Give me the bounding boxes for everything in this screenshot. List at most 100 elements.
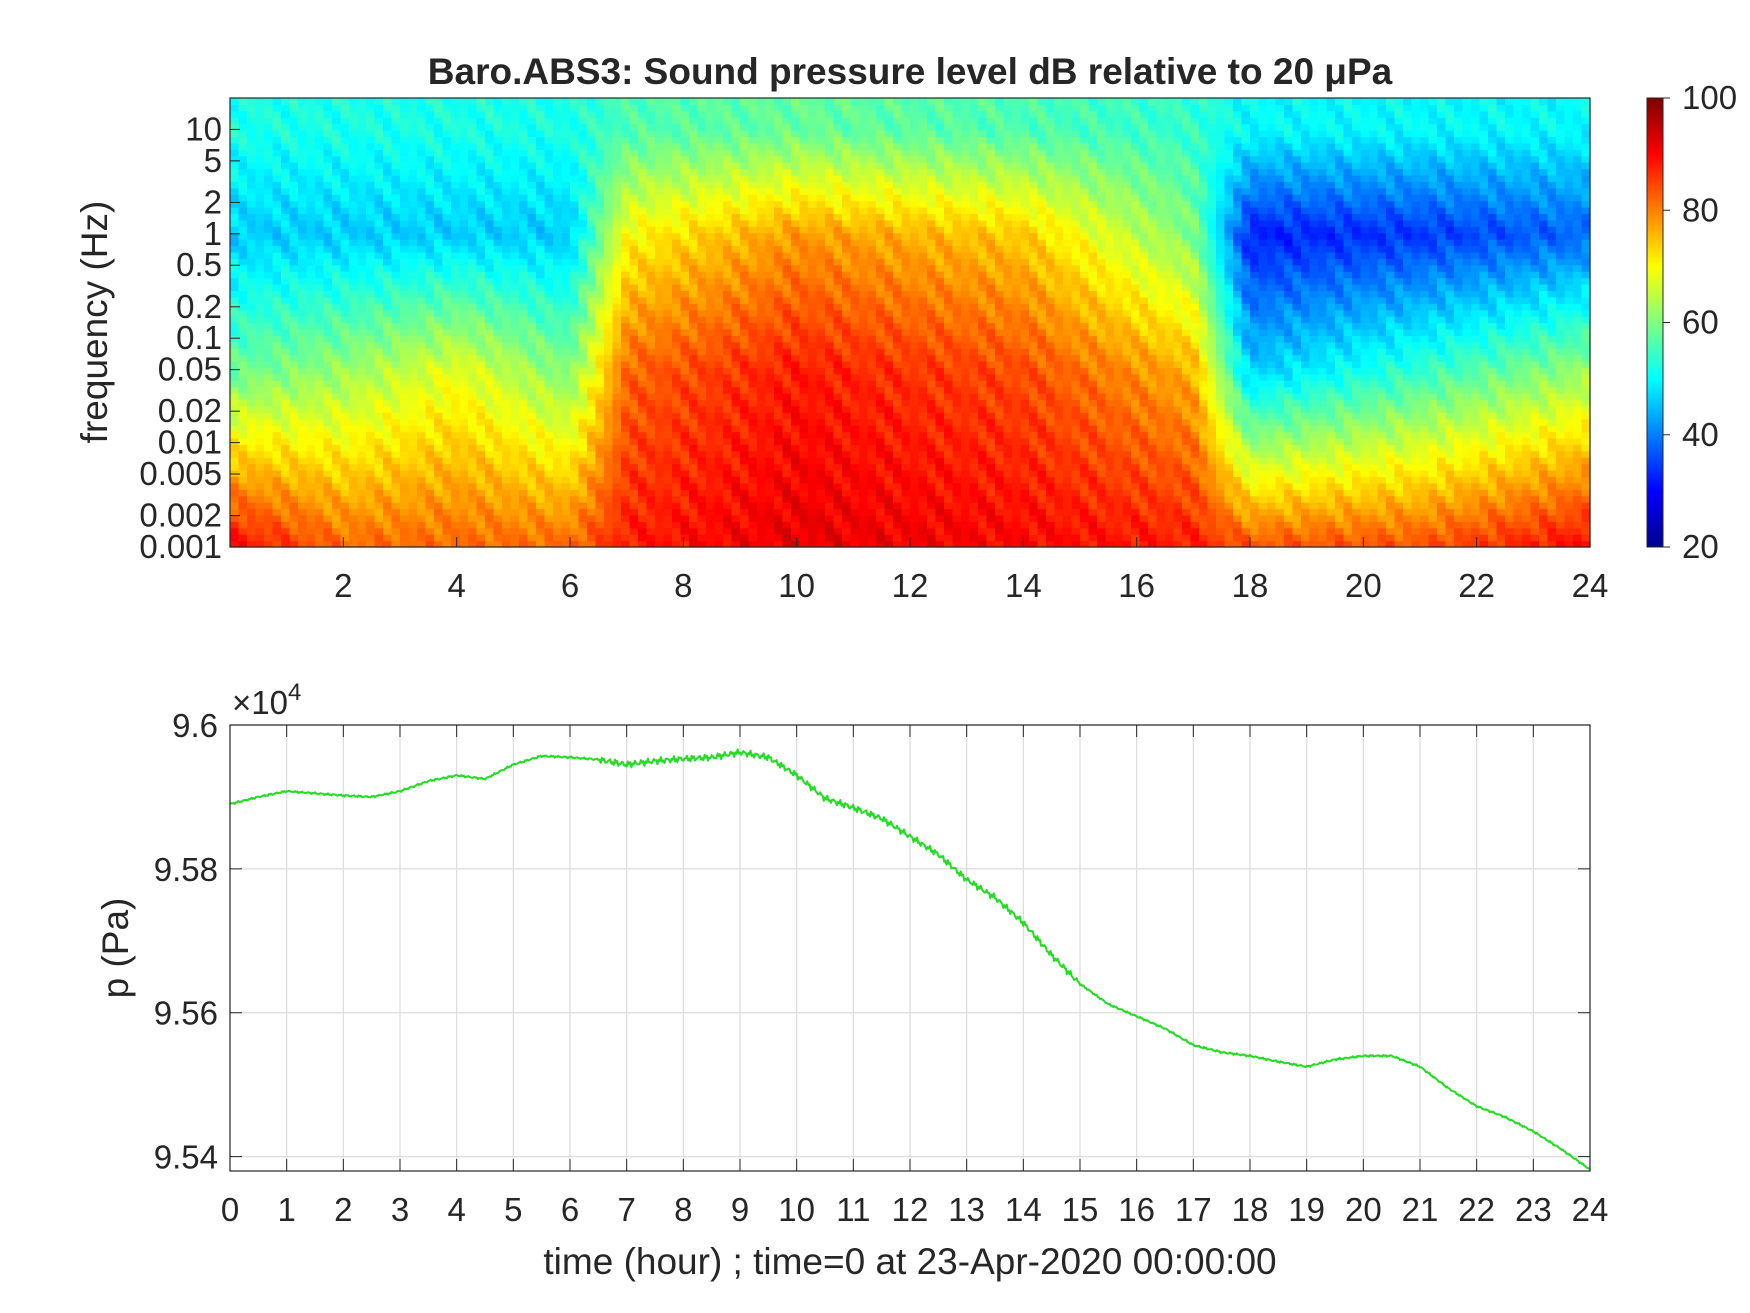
heatmap-cell: [417, 277, 427, 285]
heatmap-cell: [264, 367, 274, 375]
heatmap-cell: [612, 174, 622, 182]
heatmap-cell: [604, 213, 614, 221]
heatmap-cell: [578, 264, 588, 272]
heatmap-cell: [476, 412, 486, 420]
heatmap-cell: [791, 335, 801, 343]
heatmap-cell: [417, 168, 427, 176]
heatmap-cell: [570, 277, 580, 285]
heatmap-cell: [663, 219, 673, 227]
heatmap-cell: [799, 290, 809, 298]
heatmap-cell: [264, 521, 274, 529]
heatmap-cell: [799, 174, 809, 182]
heatmap-cell: [366, 348, 376, 356]
heatmap-cell: [230, 450, 240, 458]
heatmap-cell: [561, 162, 571, 170]
heatmap-cell: [519, 354, 529, 362]
heatmap-cell: [510, 521, 520, 529]
heatmap-cell: [238, 534, 248, 542]
heatmap-cell: [604, 335, 614, 343]
heatmap-cell: [578, 277, 588, 285]
heatmap-cell: [459, 104, 469, 112]
heatmap-cell: [578, 527, 588, 535]
heatmap-cell: [255, 219, 265, 227]
heatmap-cell: [723, 309, 733, 317]
heatmap-cell: [646, 309, 656, 317]
heatmap-cell: [621, 463, 631, 471]
heatmap-cell: [714, 348, 724, 356]
heatmap-cell: [723, 181, 733, 189]
heatmap-cell: [281, 527, 291, 535]
heatmap-cell: [629, 239, 639, 247]
heatmap-cell: [417, 335, 427, 343]
heatmap-cell: [400, 393, 410, 401]
heatmap-cell: [706, 194, 716, 202]
heatmap-cell: [527, 502, 537, 510]
heatmap-cell: [400, 482, 410, 490]
heatmap-cell: [570, 271, 580, 279]
heatmap-cell: [553, 245, 563, 253]
heatmap-cell: [808, 200, 818, 208]
heatmap-cell: [816, 367, 826, 375]
heatmap-cell: [748, 425, 758, 433]
heatmap-cell: [400, 540, 410, 548]
heatmap-cell: [281, 380, 291, 388]
heatmap-cell: [400, 213, 410, 221]
heatmap-cell: [238, 245, 248, 253]
heatmap-cell: [731, 277, 741, 285]
heatmap-cell: [595, 463, 605, 471]
heatmap-cell: [604, 136, 614, 144]
heatmap-cell: [272, 284, 282, 292]
heatmap-cell: [289, 123, 299, 131]
heatmap-cell: [706, 290, 716, 298]
heatmap-cell: [306, 264, 316, 272]
heatmap-cell: [323, 290, 333, 298]
heatmap-cell: [332, 534, 342, 542]
heatmap-cell: [247, 540, 257, 548]
heatmap-cell: [544, 521, 554, 529]
heatmap-cell: [714, 213, 724, 221]
heatmap-cell: [782, 393, 792, 401]
heatmap-cell: [612, 149, 622, 157]
heatmap-cell: [417, 142, 427, 150]
heatmap-cell: [697, 354, 707, 362]
heatmap-cell: [646, 373, 656, 381]
heatmap-cell: [408, 328, 418, 336]
heatmap-cell: [340, 245, 350, 253]
heatmap-cell: [833, 482, 843, 490]
heatmap-cell: [774, 136, 784, 144]
heatmap-cell: [638, 476, 648, 484]
heatmap-cell: [689, 258, 699, 266]
heatmap-cell: [349, 168, 359, 176]
heatmap-cell: [748, 514, 758, 522]
heatmap-cell: [740, 412, 750, 420]
heatmap-cell: [621, 258, 631, 266]
heatmap-cell: [731, 335, 741, 343]
heatmap-cell: [238, 418, 248, 426]
heatmap-cell: [612, 136, 622, 144]
heatmap-cell: [697, 251, 707, 259]
heatmap-cell: [561, 412, 571, 420]
heatmap-cell: [638, 437, 648, 445]
heatmap-cell: [612, 373, 622, 381]
heatmap-cell: [357, 489, 367, 497]
heatmap-cell: [434, 495, 444, 503]
heatmap-cell: [425, 470, 435, 478]
heatmap-cell: [417, 207, 427, 215]
heatmap-cell: [629, 457, 639, 465]
heatmap-cell: [451, 226, 461, 234]
heatmap-cell: [357, 258, 367, 266]
heatmap-cell: [646, 341, 656, 349]
heatmap-cell: [408, 437, 418, 445]
heatmap-cell: [323, 232, 333, 240]
heatmap-cell: [485, 399, 495, 407]
heatmap-cell: [740, 290, 750, 298]
heatmap-cell: [646, 322, 656, 330]
heatmap-cell: [272, 98, 282, 106]
heatmap-cell: [689, 482, 699, 490]
heatmap-cell: [340, 162, 350, 170]
heatmap-cell: [264, 463, 274, 471]
heatmap-cell: [680, 489, 690, 497]
heatmap-cell: [697, 168, 707, 176]
heatmap-cell: [315, 418, 325, 426]
heatmap-cell: [578, 521, 588, 529]
